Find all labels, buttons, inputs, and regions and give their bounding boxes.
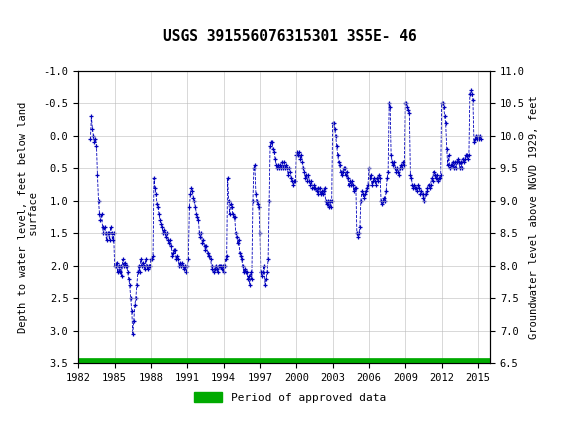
Text: USGS: USGS	[32, 10, 87, 28]
Legend: Period of approved data: Period of approved data	[190, 387, 390, 407]
Text: ≡: ≡	[6, 7, 27, 31]
Y-axis label: Groundwater level above NGVD 1929, feet: Groundwater level above NGVD 1929, feet	[529, 95, 539, 339]
Y-axis label: Depth to water level, feet below land
 surface: Depth to water level, feet below land su…	[18, 101, 39, 333]
Text: USGS 391556076315301 3S5E- 46: USGS 391556076315301 3S5E- 46	[163, 29, 417, 44]
